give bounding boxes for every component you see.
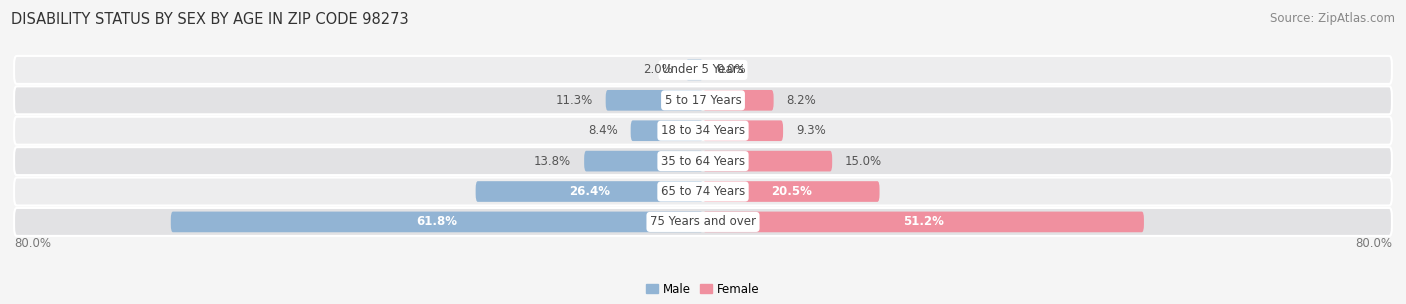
FancyBboxPatch shape — [14, 86, 1392, 114]
FancyBboxPatch shape — [606, 90, 703, 111]
FancyBboxPatch shape — [14, 117, 1392, 145]
Text: 35 to 64 Years: 35 to 64 Years — [661, 155, 745, 168]
Text: 20.5%: 20.5% — [770, 185, 811, 198]
Text: 8.4%: 8.4% — [588, 124, 617, 137]
Text: 80.0%: 80.0% — [14, 237, 51, 250]
FancyBboxPatch shape — [14, 208, 1392, 236]
Text: 26.4%: 26.4% — [569, 185, 610, 198]
Text: 13.8%: 13.8% — [534, 155, 571, 168]
Legend: Male, Female: Male, Female — [641, 278, 765, 301]
FancyBboxPatch shape — [686, 60, 703, 80]
FancyBboxPatch shape — [475, 181, 703, 202]
FancyBboxPatch shape — [14, 178, 1392, 206]
Text: 5 to 17 Years: 5 to 17 Years — [665, 94, 741, 107]
Text: 18 to 34 Years: 18 to 34 Years — [661, 124, 745, 137]
Text: DISABILITY STATUS BY SEX BY AGE IN ZIP CODE 98273: DISABILITY STATUS BY SEX BY AGE IN ZIP C… — [11, 12, 409, 27]
FancyBboxPatch shape — [14, 147, 1392, 175]
FancyBboxPatch shape — [583, 151, 703, 171]
Text: 61.8%: 61.8% — [416, 216, 457, 228]
Text: 15.0%: 15.0% — [845, 155, 882, 168]
FancyBboxPatch shape — [14, 56, 1392, 84]
Text: 8.2%: 8.2% — [786, 94, 817, 107]
Text: 65 to 74 Years: 65 to 74 Years — [661, 185, 745, 198]
FancyBboxPatch shape — [703, 120, 783, 141]
Text: 51.2%: 51.2% — [903, 216, 943, 228]
Text: 0.0%: 0.0% — [716, 64, 745, 76]
FancyBboxPatch shape — [703, 181, 880, 202]
FancyBboxPatch shape — [703, 90, 773, 111]
Text: 11.3%: 11.3% — [555, 94, 593, 107]
FancyBboxPatch shape — [631, 120, 703, 141]
Text: 2.0%: 2.0% — [643, 64, 673, 76]
Text: 80.0%: 80.0% — [1355, 237, 1392, 250]
Text: 9.3%: 9.3% — [796, 124, 825, 137]
Text: Source: ZipAtlas.com: Source: ZipAtlas.com — [1270, 12, 1395, 25]
FancyBboxPatch shape — [170, 212, 703, 232]
Text: 75 Years and over: 75 Years and over — [650, 216, 756, 228]
Text: Under 5 Years: Under 5 Years — [662, 64, 744, 76]
FancyBboxPatch shape — [703, 212, 1144, 232]
FancyBboxPatch shape — [703, 151, 832, 171]
